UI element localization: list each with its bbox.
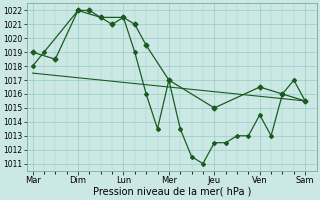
X-axis label: Pression niveau de la mer( hPa ): Pression niveau de la mer( hPa ) [92, 187, 251, 197]
